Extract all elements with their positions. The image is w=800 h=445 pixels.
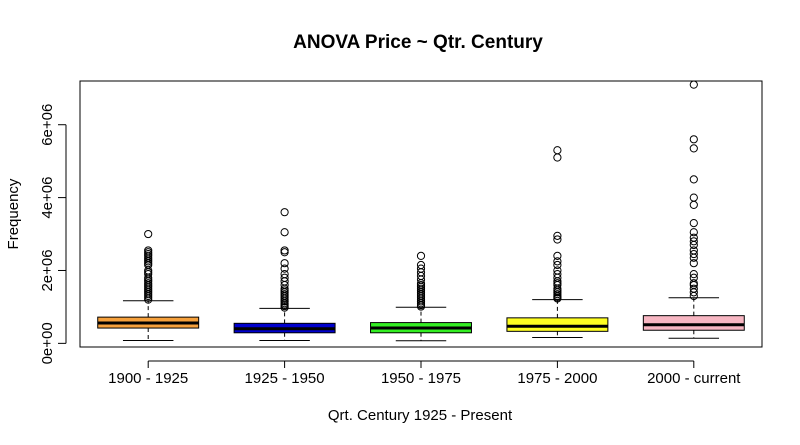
- outlier-point: [689, 273, 698, 282]
- outlier-point: [689, 80, 698, 89]
- outlier-point: [689, 228, 698, 237]
- outlier-point: [553, 146, 562, 155]
- outlier-point: [689, 259, 698, 268]
- box-group: [642, 80, 745, 339]
- outlier-point: [689, 193, 698, 202]
- outlier-point: [144, 229, 153, 239]
- outlier-point: [280, 264, 289, 273]
- outlier-point: [689, 279, 698, 288]
- outlier-point: [689, 237, 698, 246]
- outlier-point: [689, 144, 698, 153]
- x-axis-label: Qrt. Century 1925 - Present: [328, 407, 513, 424]
- outlier-point: [553, 235, 562, 244]
- outlier-point: [689, 175, 698, 184]
- outlier-point: [689, 249, 698, 259]
- outlier-point: [553, 260, 562, 270]
- plot-frame: [79, 80, 763, 348]
- outlier-point: [553, 266, 562, 275]
- x-tick-label: 1925 - 1950: [245, 370, 325, 387]
- y-tick-label: 0e+00: [39, 322, 56, 364]
- outlier-point: [689, 270, 698, 279]
- outlier-point: [689, 135, 698, 144]
- box-group: [506, 146, 609, 339]
- outlier-point: [689, 219, 698, 228]
- chart-title: ANOVA Price ~ Qtr. Century: [293, 32, 543, 53]
- box: [642, 315, 745, 331]
- outlier-point: [280, 259, 289, 268]
- box-series: [97, 80, 745, 342]
- box-group: [370, 251, 472, 342]
- x-tick-label: 2000 - current: [647, 370, 741, 387]
- y-tick-label: 4e+06: [39, 177, 56, 219]
- y-axis: 0e+00 2e+06 4e+06 6e+06: [39, 104, 67, 364]
- y-tick-label: 2e+06: [39, 249, 56, 291]
- outlier-point: [689, 284, 698, 293]
- outlier-point: [416, 260, 426, 270]
- outlier-point: [553, 231, 562, 240]
- outlier-point: [416, 251, 426, 261]
- outlier-point: [280, 270, 289, 279]
- outlier-point: [553, 257, 562, 266]
- x-tick-label: 1900 - 1925: [108, 370, 188, 387]
- box: [506, 317, 609, 332]
- outlier-point: [553, 270, 562, 279]
- box-group: [233, 208, 336, 341]
- box-group: [97, 229, 200, 341]
- y-tick-label: 6e+06: [39, 104, 56, 146]
- outlier-point: [689, 246, 698, 255]
- outlier-point: [416, 264, 426, 273]
- y-axis-label: Frequency: [5, 178, 22, 249]
- outlier-point: [553, 153, 562, 162]
- x-tick-label: 1950 - 1975: [381, 370, 461, 387]
- x-axis: 1900 - 1925 1925 - 1950 1950 - 1975 1975 - …: [108, 360, 741, 387]
- outlier-point: [689, 233, 698, 242]
- outlier-point: [280, 273, 289, 282]
- outlier-point: [689, 200, 698, 209]
- x-tick-label: 1975 - 2000: [517, 370, 597, 387]
- outlier-point: [280, 228, 289, 237]
- outlier-point: [144, 246, 153, 255]
- outlier-point: [280, 246, 289, 255]
- outlier-point: [553, 251, 562, 261]
- outlier-point: [280, 208, 289, 217]
